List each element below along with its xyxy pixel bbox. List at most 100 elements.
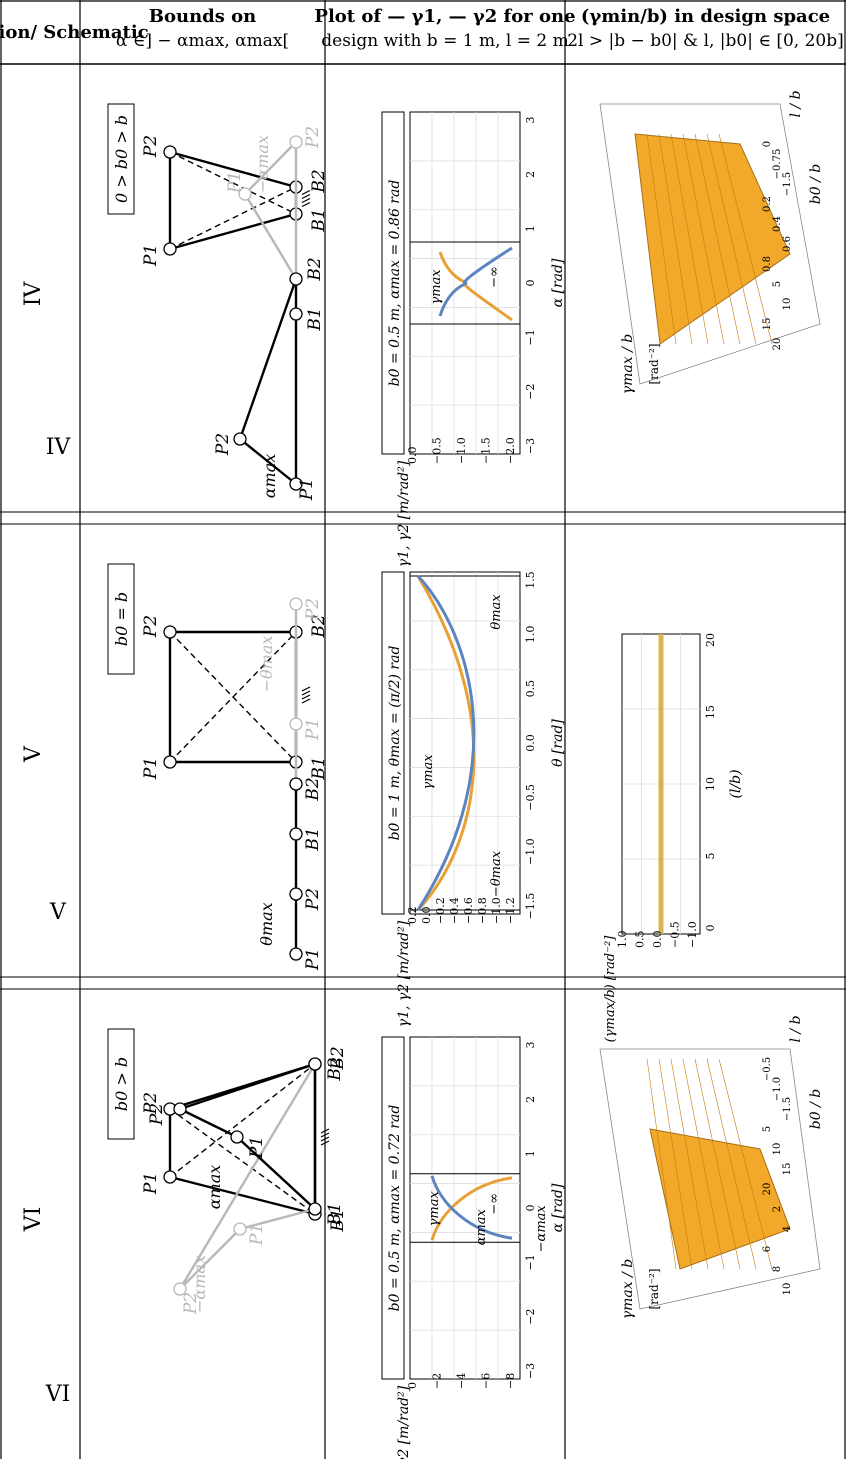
row-vi-gamma-plot (381, 1036, 521, 1380)
z-axis-label: γmax / b (620, 1259, 636, 1320)
x-tick-label: 1.5 (524, 571, 537, 589)
y-tick-label: 1.0 (616, 931, 629, 949)
y-axis-label: γ1, γ2 [m/rad²] (396, 460, 412, 567)
y-tick-label: −1.0 (490, 897, 503, 924)
header-col-1: Bounds on α ∈] − αmax, αmax[ (116, 6, 289, 51)
angle-label-max: αmax (205, 1165, 224, 1210)
plot-param-text: b0 = 0.5 m, αmax = 0.72 rad (387, 1105, 403, 1312)
ghost-link-b1-p1 (239, 1207, 316, 1231)
angle-label-max: αmax (260, 454, 279, 499)
header-col-2: Plot of — γ1, — γ2 for one design with b … (314, 6, 575, 51)
joint-b1 (289, 827, 303, 841)
joint-b2 (289, 272, 303, 286)
mesh-line (670, 133, 709, 345)
diag-p1-b2 (169, 1063, 316, 1178)
gamma1-curve (416, 574, 476, 911)
joint-b1 (289, 307, 303, 321)
design-tick-label: 0 (762, 141, 773, 147)
x-tick-label: 2 (524, 1096, 537, 1103)
y-axis-label: l / b (788, 1015, 804, 1042)
joint-b2 (308, 1057, 322, 1071)
link-b1-p1 (236, 1136, 316, 1210)
condition-text: 0 > b0 > b (112, 115, 131, 203)
y-tick-label: −0.6 (462, 897, 475, 924)
mesh-line (682, 133, 725, 345)
row-v-gamma-plot (381, 571, 521, 915)
ground-hatch (301, 686, 311, 704)
annot-gamma-max: γmax (429, 269, 444, 305)
x-tick-label: −2 (524, 384, 537, 400)
gamma2-curve (430, 1176, 513, 1241)
mesh-line (658, 1058, 693, 1270)
ghost-joint-p1 (238, 187, 252, 201)
diag-p2-b1 (169, 1108, 316, 1215)
condition-box (107, 1028, 135, 1140)
row-vi-bounds (173, 1057, 322, 1296)
mesh-line (646, 133, 677, 345)
x-tick-label: 0.5 (524, 680, 537, 698)
y-tick-label: −8 (504, 1373, 517, 1389)
mesh-line (694, 133, 741, 345)
design-tick-label: 4 (782, 1226, 793, 1232)
mesh-line (718, 133, 773, 345)
label-b1: B1 (309, 208, 329, 232)
row-vi-design-plot (599, 1048, 821, 1310)
y-tick-label: −0.8 (476, 897, 489, 924)
x-tick-label: 15 (704, 705, 717, 719)
design-tick-label: 10 (782, 1283, 793, 1296)
ghost-label-p2: P2 (303, 126, 323, 149)
link-p1-p2 (239, 438, 297, 485)
hatch-line (320, 1128, 330, 1134)
x-axis-label: b0 / b (808, 1089, 824, 1129)
mesh-line (694, 1058, 741, 1270)
label-p1: P1 (141, 244, 161, 267)
y-axis-label: γ1, γ2 [m/rad²] (396, 1385, 412, 1459)
ghost-label-p2: P2 (303, 598, 323, 621)
hatch-line (301, 686, 311, 692)
label-b1: B1 (309, 756, 329, 780)
y-tick-label: −1.5 (480, 437, 493, 464)
design-tick-label: 2 (772, 1206, 783, 1212)
design-tick-label: −1.5 (782, 1097, 793, 1121)
row-iv-condition-cell: IV (46, 435, 72, 460)
plot-param-text: b0 = 1 m, θmax = (π/2) rad (387, 646, 403, 841)
ghost-link-p1-p2 (244, 141, 297, 195)
joint-p1 (163, 755, 177, 769)
ghost-link-p2-b2 (178, 1063, 317, 1290)
design-tick-label: 5 (772, 281, 783, 287)
label-p2: P2 (213, 433, 233, 456)
row-vi-condition-cell: VI (45, 1382, 71, 1407)
joint-p2 (233, 432, 247, 446)
label-b2: B2 (309, 169, 329, 193)
ghost-label-p1: P1 (225, 171, 245, 194)
mesh-line (718, 1058, 773, 1270)
x-tick-label: 3 (524, 1042, 537, 1049)
x-tick-label: −3 (524, 1363, 537, 1379)
plot-param-box (381, 1036, 405, 1380)
label-b2: B2 (305, 257, 325, 281)
annot-gamma-max: γmax (421, 754, 436, 790)
y-axis-label: (γmax/b) [rad⁻²] (603, 935, 618, 1043)
design-tick-label: 5 (762, 1126, 773, 1132)
x-tick-label: 0 (524, 1205, 537, 1212)
design-tick-label: −1.0 (772, 1077, 783, 1101)
case-numeral: VI (21, 1207, 46, 1233)
design-tick-label: 0.4 (772, 216, 783, 232)
hatch-line (320, 1132, 330, 1138)
mesh-line (706, 1058, 757, 1270)
y-tick-label: −6 (480, 1373, 493, 1389)
label-b2: B2 (303, 777, 323, 801)
header-line2: 2l > |b − b0| & l, |b0| ∈ [0, 20b] (567, 31, 844, 51)
link-p1-b1 (169, 1175, 316, 1216)
header-col-3: (γmin/b) in design space 2l > |b − b0| & … (567, 6, 844, 51)
label-b1: B1 (303, 827, 323, 851)
label-b2: B2 (328, 1046, 348, 1070)
ghost-link-b2-p1 (243, 193, 298, 280)
x-tick-label: −1 (524, 329, 537, 345)
z-axis-unit: [rad⁻²] (647, 1268, 661, 1309)
joint-b2 (289, 777, 303, 791)
row-v-design-plot (621, 633, 701, 935)
design-tick-label: 15 (782, 1163, 793, 1176)
